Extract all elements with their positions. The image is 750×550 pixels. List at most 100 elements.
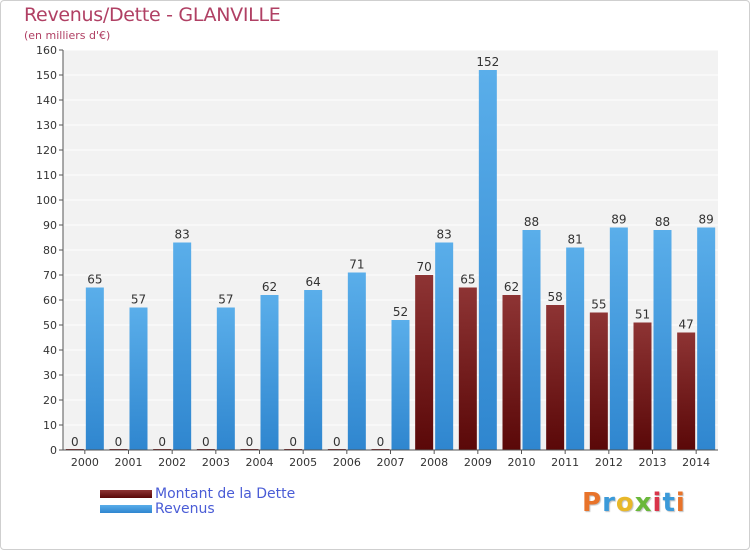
legend-label-revenus: Revenus (155, 501, 215, 517)
y-tick-label: 100 (36, 194, 57, 207)
bar-revenus-2013 (653, 230, 672, 450)
logo-letter: x (634, 488, 653, 518)
bar-revenus-2002 (173, 242, 192, 450)
bar-revenus-2011 (566, 247, 585, 450)
data-label-revenus-2010: 88 (524, 215, 539, 229)
bar-revenus-2006 (347, 272, 366, 450)
x-tick-label: 2010 (508, 456, 536, 469)
logo-letter: t (662, 488, 676, 518)
data-label-dette-2008: 70 (417, 260, 432, 274)
y-tick-label: 110 (36, 169, 57, 182)
data-label-revenus-2008: 83 (437, 228, 452, 242)
data-label-dette-2012: 55 (591, 298, 606, 312)
x-tick-label: 2002 (158, 456, 186, 469)
data-label-dette-2000: 0 (71, 435, 79, 449)
bar-revenus-2000 (85, 287, 104, 450)
y-tick-label: 80 (43, 244, 57, 257)
data-label-revenus-2002: 83 (175, 228, 190, 242)
y-tick-label: 10 (43, 419, 57, 432)
bar-revenus-2008 (435, 242, 454, 450)
x-tick-label: 2001 (115, 456, 143, 469)
bar-dette-2014 (677, 332, 696, 450)
data-label-revenus-2009: 152 (476, 55, 499, 69)
x-tick-label: 2014 (682, 456, 710, 469)
data-label-dette-2014: 47 (679, 318, 694, 332)
data-label-revenus-2003: 57 (218, 293, 233, 307)
data-label-dette-2002: 0 (158, 435, 166, 449)
x-tick-label: 2000 (71, 456, 99, 469)
bar-revenus-2005 (304, 290, 323, 450)
y-tick-label: 50 (43, 319, 57, 332)
legend-swatch-revenus (100, 505, 152, 513)
data-label-revenus-2006: 71 (349, 258, 364, 272)
y-tick-label: 90 (43, 219, 57, 232)
bar-dette-2013 (633, 322, 652, 450)
logo-letter: i (652, 488, 663, 518)
x-tick-label: 2009 (464, 456, 492, 469)
data-label-dette-2007: 0 (377, 435, 385, 449)
bar-dette-2012 (589, 312, 608, 450)
x-tick-label: 2013 (639, 456, 667, 469)
axis-layer: 0 10 20 30 40 50 60 70 80 90 100 110 120 130 140 150 160… (36, 44, 718, 469)
data-label-revenus-2014: 89 (699, 213, 714, 227)
y-tick-label: 0 (50, 444, 57, 457)
y-tick-label: 20 (43, 394, 57, 407)
data-label-dette-2004: 0 (246, 435, 254, 449)
y-tick-label: 120 (36, 144, 57, 157)
logo-letter: r (602, 488, 616, 518)
x-tick-label: 2003 (202, 456, 230, 469)
y-tick-label: 130 (36, 119, 57, 132)
y-tick-label: 160 (36, 44, 57, 57)
bar-dette-2011 (546, 305, 565, 450)
bar-revenus-2012 (609, 227, 628, 450)
bar-revenus-2001 (129, 307, 148, 450)
data-label-revenus-2013: 88 (655, 215, 670, 229)
bar-dette-2010 (502, 295, 521, 450)
bar-revenus-2009 (478, 70, 497, 450)
x-tick-label: 2012 (595, 456, 623, 469)
bar-revenus-2014 (697, 227, 716, 450)
data-label-dette-2009: 65 (460, 273, 475, 287)
bar-revenus-2007 (391, 320, 410, 450)
y-tick-label: 30 (43, 369, 57, 382)
bar-revenus-2010 (522, 230, 541, 450)
data-label-dette-2003: 0 (202, 435, 210, 449)
x-tick-label: 2004 (246, 456, 274, 469)
x-tick-label: 2007 (377, 456, 405, 469)
logo-letter: i (675, 488, 686, 518)
chart-title: Revenus/Dette - GLANVILLE (24, 4, 281, 26)
y-tick-label: 150 (36, 69, 57, 82)
data-label-revenus-2001: 57 (131, 293, 146, 307)
data-label-revenus-2011: 81 (568, 233, 583, 247)
bar-revenus-2003 (216, 307, 235, 450)
data-label-dette-2006: 0 (333, 435, 341, 449)
labels-layer: 0 65 0 57 0 83 0 57 0 62 0 64 0 71 0 52 70 83 65 152 62 88 58 8… (71, 55, 714, 449)
y-tick-label: 40 (43, 344, 57, 357)
y-tick-label: 60 (43, 294, 57, 307)
proxiti-logo: Proxiti (582, 488, 686, 518)
x-tick-label: 2005 (289, 456, 317, 469)
x-tick-label: 2011 (551, 456, 579, 469)
y-tick-label: 140 (36, 94, 57, 107)
grid-layer (63, 49, 718, 451)
legend-label-dette: Montant de la Dette (155, 486, 296, 502)
data-label-dette-2005: 0 (289, 435, 297, 449)
legend-swatch-dette (100, 490, 152, 498)
data-label-dette-2013: 51 (635, 308, 650, 322)
data-label-revenus-2005: 64 (306, 275, 321, 289)
logo-letter: o (615, 488, 635, 518)
legend-item-dette: Montant de la Dette (100, 486, 295, 502)
data-label-revenus-2004: 62 (262, 280, 277, 294)
x-tick-label: 2006 (333, 456, 361, 469)
legend-item-revenus: Revenus (100, 501, 215, 517)
bar-dette-2009 (458, 287, 477, 450)
data-label-dette-2011: 58 (548, 290, 563, 304)
y-tick-label: 70 (43, 269, 57, 282)
bar-dette-2008 (415, 275, 434, 450)
bar-revenus-2004 (260, 295, 279, 450)
x-tick-label: 2008 (420, 456, 448, 469)
data-label-revenus-2000: 65 (87, 273, 102, 287)
data-label-revenus-2007: 52 (393, 305, 408, 319)
chart-subtitle: (en milliers d'€) (24, 29, 111, 42)
